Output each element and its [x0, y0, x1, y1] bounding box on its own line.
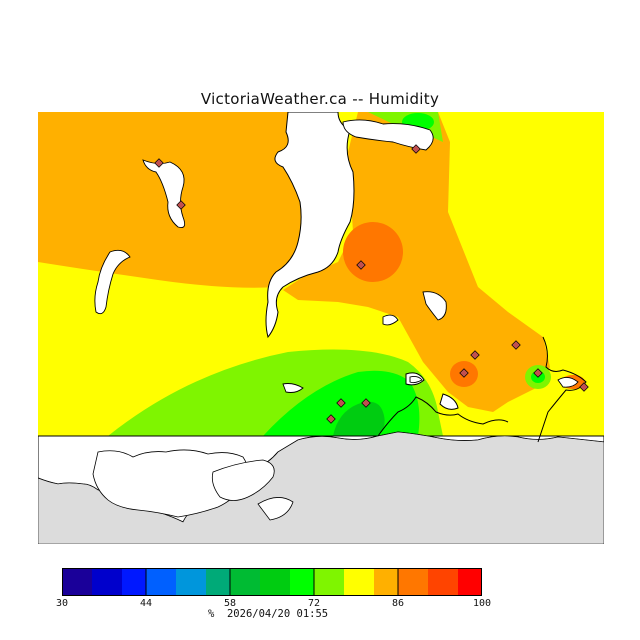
legend-tick-label: 100: [472, 598, 492, 609]
unit-label: %: [208, 608, 215, 620]
humidity-map: [38, 112, 604, 544]
legend-bin: [206, 568, 231, 596]
legend-bin: [146, 568, 177, 596]
legend-bin: [344, 568, 375, 596]
station-marker: [411, 144, 421, 154]
islet-1: [422, 291, 447, 321]
color-legend: [62, 568, 482, 596]
legend-bin: [260, 568, 291, 596]
legend-bin: [314, 568, 345, 596]
legend-tick-label: 72: [307, 598, 321, 609]
lake-west: [142, 159, 186, 228]
legend-bin: [122, 568, 147, 596]
water-harbour-2: [439, 393, 459, 410]
us-landmass: [38, 431, 604, 544]
legend-bin: [290, 568, 315, 596]
legend-bin: [176, 568, 207, 596]
water-channel-north: [265, 112, 355, 339]
darkgreen-zone-south: [333, 401, 385, 436]
station-marker: [154, 158, 164, 168]
legend-bin: [230, 568, 261, 596]
legend-tick-label: 86: [391, 598, 405, 609]
legend-bin: [92, 568, 123, 596]
legend-bin: [458, 568, 482, 596]
orange-zone-east: [283, 112, 550, 412]
legend-bin: [428, 568, 459, 596]
station-marker: [361, 398, 371, 408]
station-marker: [356, 260, 366, 270]
legend-tick-label: 30: [55, 598, 69, 609]
coastline: [377, 336, 587, 443]
station-markers: [154, 144, 589, 424]
legend-tick-label: 58: [223, 598, 237, 609]
legend-footer: % 2026/04/20 01:55: [208, 608, 328, 620]
station-marker: [326, 414, 336, 424]
dark-orange-spot-1: [343, 222, 403, 282]
island-north: [342, 119, 434, 151]
station-marker: [176, 200, 186, 210]
station-marker: [470, 350, 480, 360]
island-sw: [282, 383, 304, 393]
legend-tick-label: 44: [139, 598, 153, 609]
map-title: VictoriaWeather.ca -- Humidity: [200, 90, 440, 108]
station-marker: [533, 368, 543, 378]
timestamp: 2026/04/20 01:55: [226, 608, 329, 620]
islet-2: [382, 314, 399, 326]
legend-bin: [398, 568, 429, 596]
islet-3: [409, 375, 423, 384]
lakes-and-islands: [94, 119, 579, 393]
legend-bin: [374, 568, 399, 596]
station-marker: [579, 382, 589, 392]
station-marker: [511, 340, 521, 350]
legend-bin: [62, 568, 93, 596]
station-marker: [336, 398, 346, 408]
islet-east: [557, 377, 579, 388]
island-west: [94, 249, 131, 315]
station-marker: [459, 368, 469, 378]
